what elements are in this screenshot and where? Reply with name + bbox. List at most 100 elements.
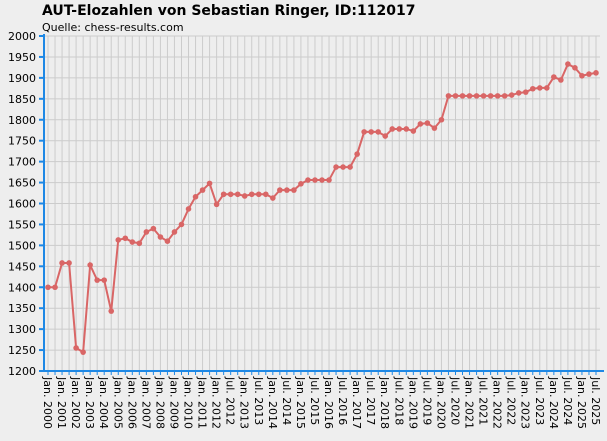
data-point bbox=[417, 121, 424, 127]
y-tick-label: 1800 bbox=[8, 114, 36, 127]
data-point bbox=[262, 191, 269, 198]
x-tick-label: Jul. 2025 bbox=[589, 376, 602, 425]
data-point bbox=[234, 191, 241, 198]
data-point bbox=[438, 116, 445, 123]
x-tick-label: Jan. 2015 bbox=[294, 376, 307, 429]
data-point bbox=[558, 77, 564, 83]
x-tick-label: Jan. 2000 bbox=[41, 376, 54, 429]
data-point bbox=[87, 262, 93, 268]
y-tick-label: 1450 bbox=[8, 260, 36, 273]
data-point bbox=[73, 345, 79, 351]
data-point bbox=[424, 120, 431, 126]
x-tick-label: Jan. 2005 bbox=[111, 376, 124, 429]
data-point bbox=[312, 177, 318, 183]
x-tick-label: Jul. 2022 bbox=[505, 376, 518, 425]
data-point bbox=[396, 126, 403, 132]
y-tick-label: 1400 bbox=[8, 281, 36, 294]
data-point bbox=[255, 191, 262, 198]
x-tick-label: Jan. 2024 bbox=[547, 376, 560, 429]
y-tick-label: 1700 bbox=[8, 156, 36, 169]
x-tick-label: Jan. 2008 bbox=[153, 376, 166, 429]
chart-title: AUT-Elozahlen von Sebastian Ringer, ID:1… bbox=[42, 3, 415, 19]
data-point bbox=[361, 129, 367, 135]
data-point bbox=[192, 194, 199, 200]
y-tick-label: 1500 bbox=[8, 239, 36, 252]
x-tick-label: Jul. 2013 bbox=[252, 376, 265, 425]
data-point bbox=[375, 129, 382, 135]
data-point bbox=[410, 128, 417, 134]
data-point bbox=[473, 93, 480, 99]
data-point bbox=[593, 70, 599, 76]
x-tick-label: Jan. 2016 bbox=[322, 376, 335, 429]
x-tick-label: Jul. 2014 bbox=[280, 376, 293, 425]
data-point bbox=[487, 93, 494, 99]
x-tick-label: Jul. 2023 bbox=[533, 376, 546, 425]
y-tick-label: 1250 bbox=[8, 344, 36, 357]
data-point bbox=[480, 93, 487, 99]
data-point bbox=[452, 93, 459, 99]
data-point bbox=[284, 187, 290, 193]
data-point bbox=[115, 237, 122, 243]
data-point bbox=[340, 164, 346, 170]
data-point bbox=[368, 129, 374, 135]
data-point bbox=[466, 93, 473, 99]
y-tick-label: 1550 bbox=[8, 218, 36, 231]
x-tick-label: Jan. 2017 bbox=[350, 376, 363, 429]
data-point bbox=[579, 72, 585, 79]
x-tick-label: Jan. 2001 bbox=[55, 376, 68, 429]
data-point bbox=[515, 90, 522, 96]
x-tick-label: Jul. 2018 bbox=[392, 376, 405, 425]
y-tick-label: 1650 bbox=[8, 177, 36, 190]
data-point bbox=[52, 284, 58, 291]
data-point bbox=[536, 85, 543, 91]
data-point bbox=[586, 71, 592, 77]
x-tick-label: Jul. 2021 bbox=[477, 376, 490, 425]
data-point bbox=[298, 181, 304, 187]
x-tick-label: Jul. 2019 bbox=[420, 376, 433, 425]
y-tick-label: 1350 bbox=[8, 302, 36, 315]
data-point bbox=[59, 260, 65, 266]
y-tick-label: 1600 bbox=[8, 198, 36, 211]
data-point bbox=[572, 65, 578, 71]
x-tick-label: Jul. 2024 bbox=[561, 376, 574, 425]
data-point bbox=[551, 74, 557, 80]
x-tick-label: Jan. 2011 bbox=[196, 376, 209, 429]
data-point bbox=[354, 151, 360, 157]
data-point bbox=[122, 235, 129, 242]
data-point bbox=[459, 93, 466, 99]
data-point bbox=[305, 177, 311, 183]
x-tick-label: Jan. 2012 bbox=[210, 376, 223, 429]
data-point bbox=[150, 225, 157, 232]
x-tick-label: Jan. 2007 bbox=[139, 376, 152, 429]
x-tick-label: Jan. 2003 bbox=[83, 376, 96, 429]
y-tick-label: 1900 bbox=[8, 72, 36, 85]
data-point bbox=[164, 238, 171, 244]
data-point bbox=[270, 195, 276, 201]
data-point bbox=[501, 93, 508, 99]
data-point bbox=[445, 93, 452, 99]
data-point bbox=[565, 61, 571, 67]
data-point bbox=[80, 349, 86, 355]
data-point bbox=[248, 191, 255, 198]
data-point bbox=[157, 234, 164, 240]
data-point bbox=[291, 187, 297, 193]
data-point bbox=[108, 308, 115, 314]
x-tick-label: Jan. 2023 bbox=[519, 376, 532, 429]
data-point bbox=[220, 191, 227, 198]
data-point bbox=[347, 164, 353, 170]
data-point bbox=[431, 125, 438, 131]
x-tick-label: Jan. 2002 bbox=[69, 376, 82, 429]
x-tick-label: Jan. 2010 bbox=[182, 376, 195, 429]
x-tick-label: Jan. 2014 bbox=[266, 376, 279, 429]
data-point bbox=[403, 126, 410, 132]
y-tick-label: 1850 bbox=[8, 93, 36, 106]
data-point bbox=[241, 193, 248, 199]
data-point bbox=[45, 284, 51, 291]
data-point bbox=[544, 85, 550, 91]
data-point bbox=[382, 133, 389, 139]
data-point bbox=[101, 277, 108, 283]
data-point bbox=[522, 89, 529, 95]
x-tick-label: Jan. 2004 bbox=[97, 376, 110, 429]
